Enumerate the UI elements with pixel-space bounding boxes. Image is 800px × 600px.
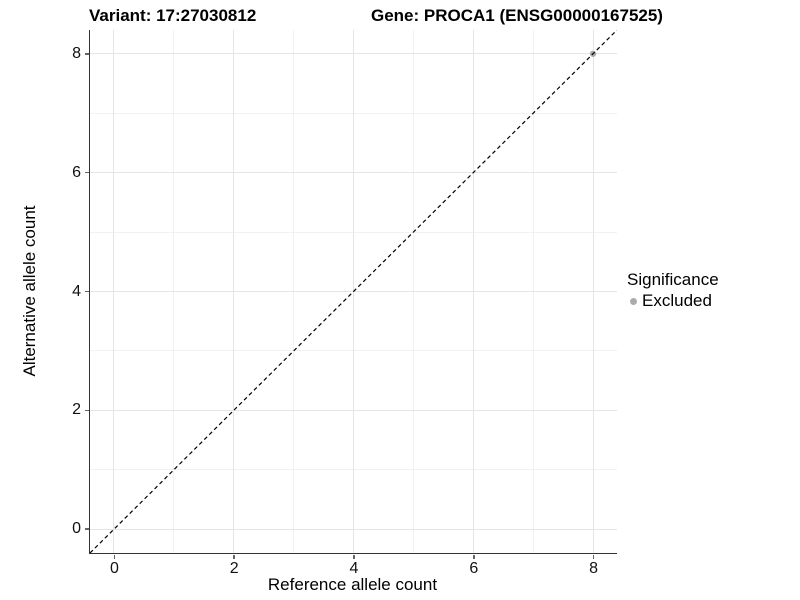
y-tick-label: 0: [72, 520, 81, 538]
y-tick-mark: [85, 53, 89, 55]
x-tick-mark: [233, 554, 235, 559]
x-tick-label: 2: [229, 560, 239, 577]
major-gridline: [90, 409, 617, 411]
plot-title-gene: Gene: PROCA1 (ENSG00000167525): [371, 6, 663, 25]
identity-reference-line: [90, 30, 617, 553]
y-tick-label: 2: [72, 401, 81, 419]
legend-entry: Excluded: [627, 291, 719, 311]
x-tick-mark: [473, 554, 475, 559]
plot-panel: [89, 30, 617, 554]
x-tick-label: 4: [349, 560, 359, 577]
legend-title: Significance: [627, 270, 719, 289]
y-tick-label: 6: [72, 163, 81, 181]
x-tick-mark: [353, 554, 355, 559]
legend-entry-label: Excluded: [642, 291, 712, 310]
plot-title-variant: Variant: 17:27030812: [89, 6, 257, 25]
x-tick-label: 8: [589, 560, 598, 577]
legend-point-swatch-icon: [630, 297, 637, 305]
x-tick-label: 0: [110, 560, 119, 577]
major-gridline: [90, 528, 617, 530]
y-tick-mark: [85, 528, 89, 530]
y-tick-mark: [85, 290, 89, 293]
y-tick-mark: [85, 409, 89, 412]
y-tick-label: 4: [72, 282, 81, 300]
x-axis-title: Reference allele count: [267, 575, 438, 594]
major-gridline: [90, 172, 617, 174]
legend: Significance Excluded: [627, 270, 719, 311]
x-tick-label: 6: [469, 560, 479, 577]
y-tick-label: 8: [72, 44, 81, 62]
major-gridline: [90, 53, 617, 55]
y-tick-mark: [85, 171, 89, 174]
x-tick-mark: [592, 554, 595, 559]
y-axis-title: Alternative allele count: [20, 205, 39, 377]
plot-area-svg: [90, 30, 617, 553]
x-tick-mark: [113, 554, 116, 559]
